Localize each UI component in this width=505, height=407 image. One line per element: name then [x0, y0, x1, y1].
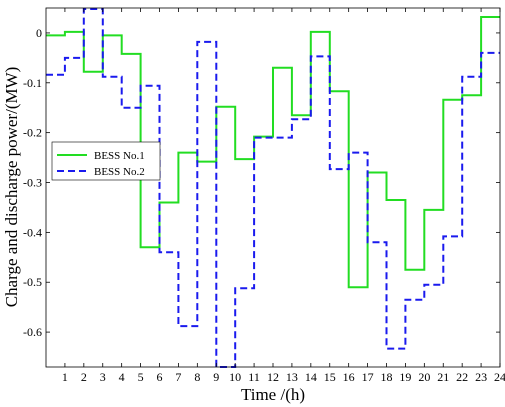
y-tick-label: -0.2	[23, 126, 42, 140]
x-tick-label: 15	[324, 370, 336, 384]
series-line-2	[46, 8, 500, 368]
y-axis-label: Charge and discharge power/(MW)	[2, 67, 21, 308]
x-tick-label: 4	[119, 370, 125, 384]
plot-background	[46, 8, 500, 367]
x-tick-label: 8	[194, 370, 200, 384]
x-tick-label: 19	[399, 370, 411, 384]
x-tick-label: 24	[494, 370, 505, 384]
x-tick-label: 7	[175, 370, 181, 384]
legend-box	[51, 141, 161, 181]
x-tick-label: 16	[343, 370, 355, 384]
x-tick-label: 6	[157, 370, 163, 384]
x-tick-label: 23	[475, 370, 487, 384]
y-axis: 0 -0.1 -0.2 -0.3 -0.4 -0.5 -0.6	[23, 26, 500, 339]
legend-label-bess-1: BESS No.1	[94, 150, 145, 162]
x-tick-label: 22	[456, 370, 468, 384]
y-tick-label: 0	[36, 26, 42, 40]
x-tick-label: 17	[362, 370, 374, 384]
x-tick-label: 1	[62, 370, 68, 384]
x-tick-label: 10	[229, 370, 241, 384]
x-tick-label: 9	[213, 370, 219, 384]
x-tick-label: 12	[267, 370, 279, 384]
x-axis: 1 2 3 4 5 6 7 8 9 10 11 12 13 14 15 16 17 18 19 20 21 22 23 24	[62, 8, 505, 384]
x-tick-label: 20	[418, 370, 430, 384]
y-tick-label: -0.3	[23, 176, 42, 190]
y-tick-label: -0.4	[23, 225, 42, 239]
y-tick-label: -0.1	[23, 76, 42, 90]
x-tick-label: 11	[248, 370, 260, 384]
y-tick-label: -0.6	[23, 325, 42, 339]
x-tick-label: 3	[100, 370, 106, 384]
x-tick-label: 18	[381, 370, 393, 384]
y-tick-label: -0.5	[23, 275, 42, 289]
x-tick-label: 14	[305, 370, 317, 384]
x-tick-label: 21	[437, 370, 449, 384]
x-tick-label: 2	[81, 370, 87, 384]
series-layer	[46, 8, 500, 368]
series-line-1	[46, 16, 500, 289]
x-tick-label: 13	[286, 370, 298, 384]
x-tick-label: 5	[138, 370, 144, 384]
x-axis-label: Time /(h)	[241, 385, 305, 404]
legend-label-bess-2: BESS No.2	[94, 166, 145, 178]
legend: BESS No.1 BESS No.2	[51, 141, 161, 181]
